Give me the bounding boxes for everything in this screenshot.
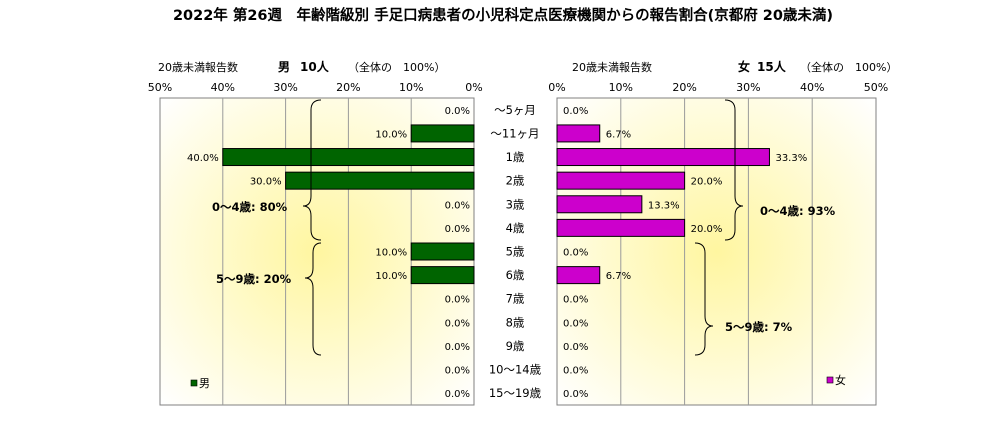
female-bar [556, 266, 601, 285]
category-label: 3歳 [506, 197, 525, 211]
male-value-label: 0.0% [445, 389, 470, 400]
male-value-label: 0.0% [445, 295, 470, 306]
male-value-label: 0.0% [445, 366, 470, 377]
category-label: 6歳 [506, 268, 525, 282]
female-value-label: 20.0% [691, 177, 723, 188]
brace-female-5-9 [694, 242, 714, 356]
category-label: ～11ヶ月 [490, 126, 539, 140]
right-tick-label: 10% [609, 81, 633, 94]
male-value-label: 30.0% [250, 177, 282, 188]
female-value-label: 20.0% [691, 224, 723, 235]
bars [222, 124, 770, 285]
category-label: 7歳 [506, 292, 525, 306]
annotation-female-5-9: 5～9歳: 7% [725, 320, 793, 334]
male-bar [222, 148, 475, 167]
male-value-label: 0.0% [445, 224, 470, 235]
legend-female-label: 女 [835, 373, 846, 387]
right-tick-label: 50% [864, 81, 888, 94]
male-value-label: 10.0% [375, 129, 407, 140]
female-bar [556, 148, 770, 167]
value-labels: 0.0% 0.0% 10.0% 6.7% 40.0% 33.3% 30.0% 20.0% 0.0… [187, 106, 807, 400]
male-value-label: 0.0% [445, 342, 470, 353]
right-header-share: （全体の 100%） [800, 60, 897, 74]
legend-female-swatch [826, 376, 834, 384]
category-label: 2歳 [506, 174, 525, 188]
right-tick-label: 40% [800, 81, 824, 94]
brace-female-0-4 [724, 99, 744, 241]
left-tick-label: 30% [273, 81, 297, 94]
left-header-sex: 男 [278, 60, 290, 74]
female-value-label: 6.7% [606, 129, 631, 140]
male-bar [410, 124, 475, 143]
category-label: 4歳 [506, 221, 525, 235]
female-value-label: 0.0% [563, 366, 588, 377]
female-bar [556, 124, 601, 143]
female-value-label: 6.7% [606, 271, 631, 282]
right-header-count: 15人 [757, 59, 787, 74]
right-header-label: 20歳未満報告数 [572, 61, 652, 74]
female-value-label: 13.3% [648, 200, 680, 211]
male-bar [410, 266, 475, 285]
category-label: 15～19歳 [489, 386, 542, 400]
chart-title: 2022年 第26週 年齢階級別 手足口病患者の小児科定点医療機関からの報告割合… [173, 6, 833, 24]
category-label: 8歳 [506, 315, 525, 329]
category-label: 1歳 [506, 150, 525, 164]
female-value-label: 0.0% [563, 318, 588, 329]
left-tick-label: 10% [399, 81, 423, 94]
left-tick-label: 50% [148, 81, 172, 94]
right-axis-ticks: 0% 10% 20% 30% 40% 50% [548, 81, 888, 94]
annotation-male-0-4: 0～4歳: 80% [212, 200, 288, 214]
male-value-label: 0.0% [445, 318, 470, 329]
right-tick-label: 0% [548, 81, 565, 94]
female-bar [556, 195, 643, 214]
female-bar [556, 218, 686, 237]
annotation-female-0-4: 0～4歳: 93% [760, 204, 836, 218]
category-label: 9歳 [506, 339, 525, 353]
brace-male-5-9 [304, 242, 322, 356]
left-header-label: 20歳未満報告数 [158, 61, 238, 74]
legend-male-swatch [190, 379, 198, 387]
category-label: 5歳 [506, 245, 525, 259]
male-value-label: 10.0% [375, 248, 407, 259]
male-bar [285, 171, 475, 190]
left-tick-label: 0% [465, 81, 482, 94]
category-label: 10～14歳 [489, 363, 542, 377]
male-value-label: 0.0% [445, 200, 470, 211]
female-value-label: 0.0% [563, 342, 588, 353]
brace-male-0-4 [302, 99, 322, 241]
left-tick-label: 40% [211, 81, 235, 94]
female-value-label: 0.0% [563, 389, 588, 400]
category-label: ～5ヶ月 [494, 103, 536, 117]
left-axis-ticks: 50% 40% 30% 20% 10% 0% [148, 81, 483, 94]
female-value-label: 0.0% [563, 106, 588, 117]
legend-male-label: 男 [199, 377, 210, 390]
annotation-male-5-9: 5～9歳: 20% [216, 272, 292, 286]
female-value-label: 0.0% [563, 295, 588, 306]
male-value-label: 10.0% [375, 271, 407, 282]
left-header-count: 10人 [300, 59, 330, 74]
category-labels: ～5ヶ月 ～11ヶ月 1歳 2歳 3歳 4歳 5歳 6歳 7歳 8歳 9歳 10～14歳 15～19歳 [489, 103, 542, 400]
male-value-label: 0.0% [445, 106, 470, 117]
male-bar [410, 242, 475, 261]
right-tick-label: 20% [672, 81, 696, 94]
female-value-label: 0.0% [563, 248, 588, 259]
right-tick-label: 30% [736, 81, 760, 94]
right-header-sex: 女 [738, 59, 750, 74]
left-header-share: （全体の 100%） [348, 60, 445, 74]
female-value-label: 33.3% [775, 153, 807, 164]
left-tick-label: 20% [336, 81, 360, 94]
right-plot-area [556, 97, 877, 406]
male-value-label: 40.0% [187, 153, 219, 164]
female-bar [556, 171, 686, 190]
